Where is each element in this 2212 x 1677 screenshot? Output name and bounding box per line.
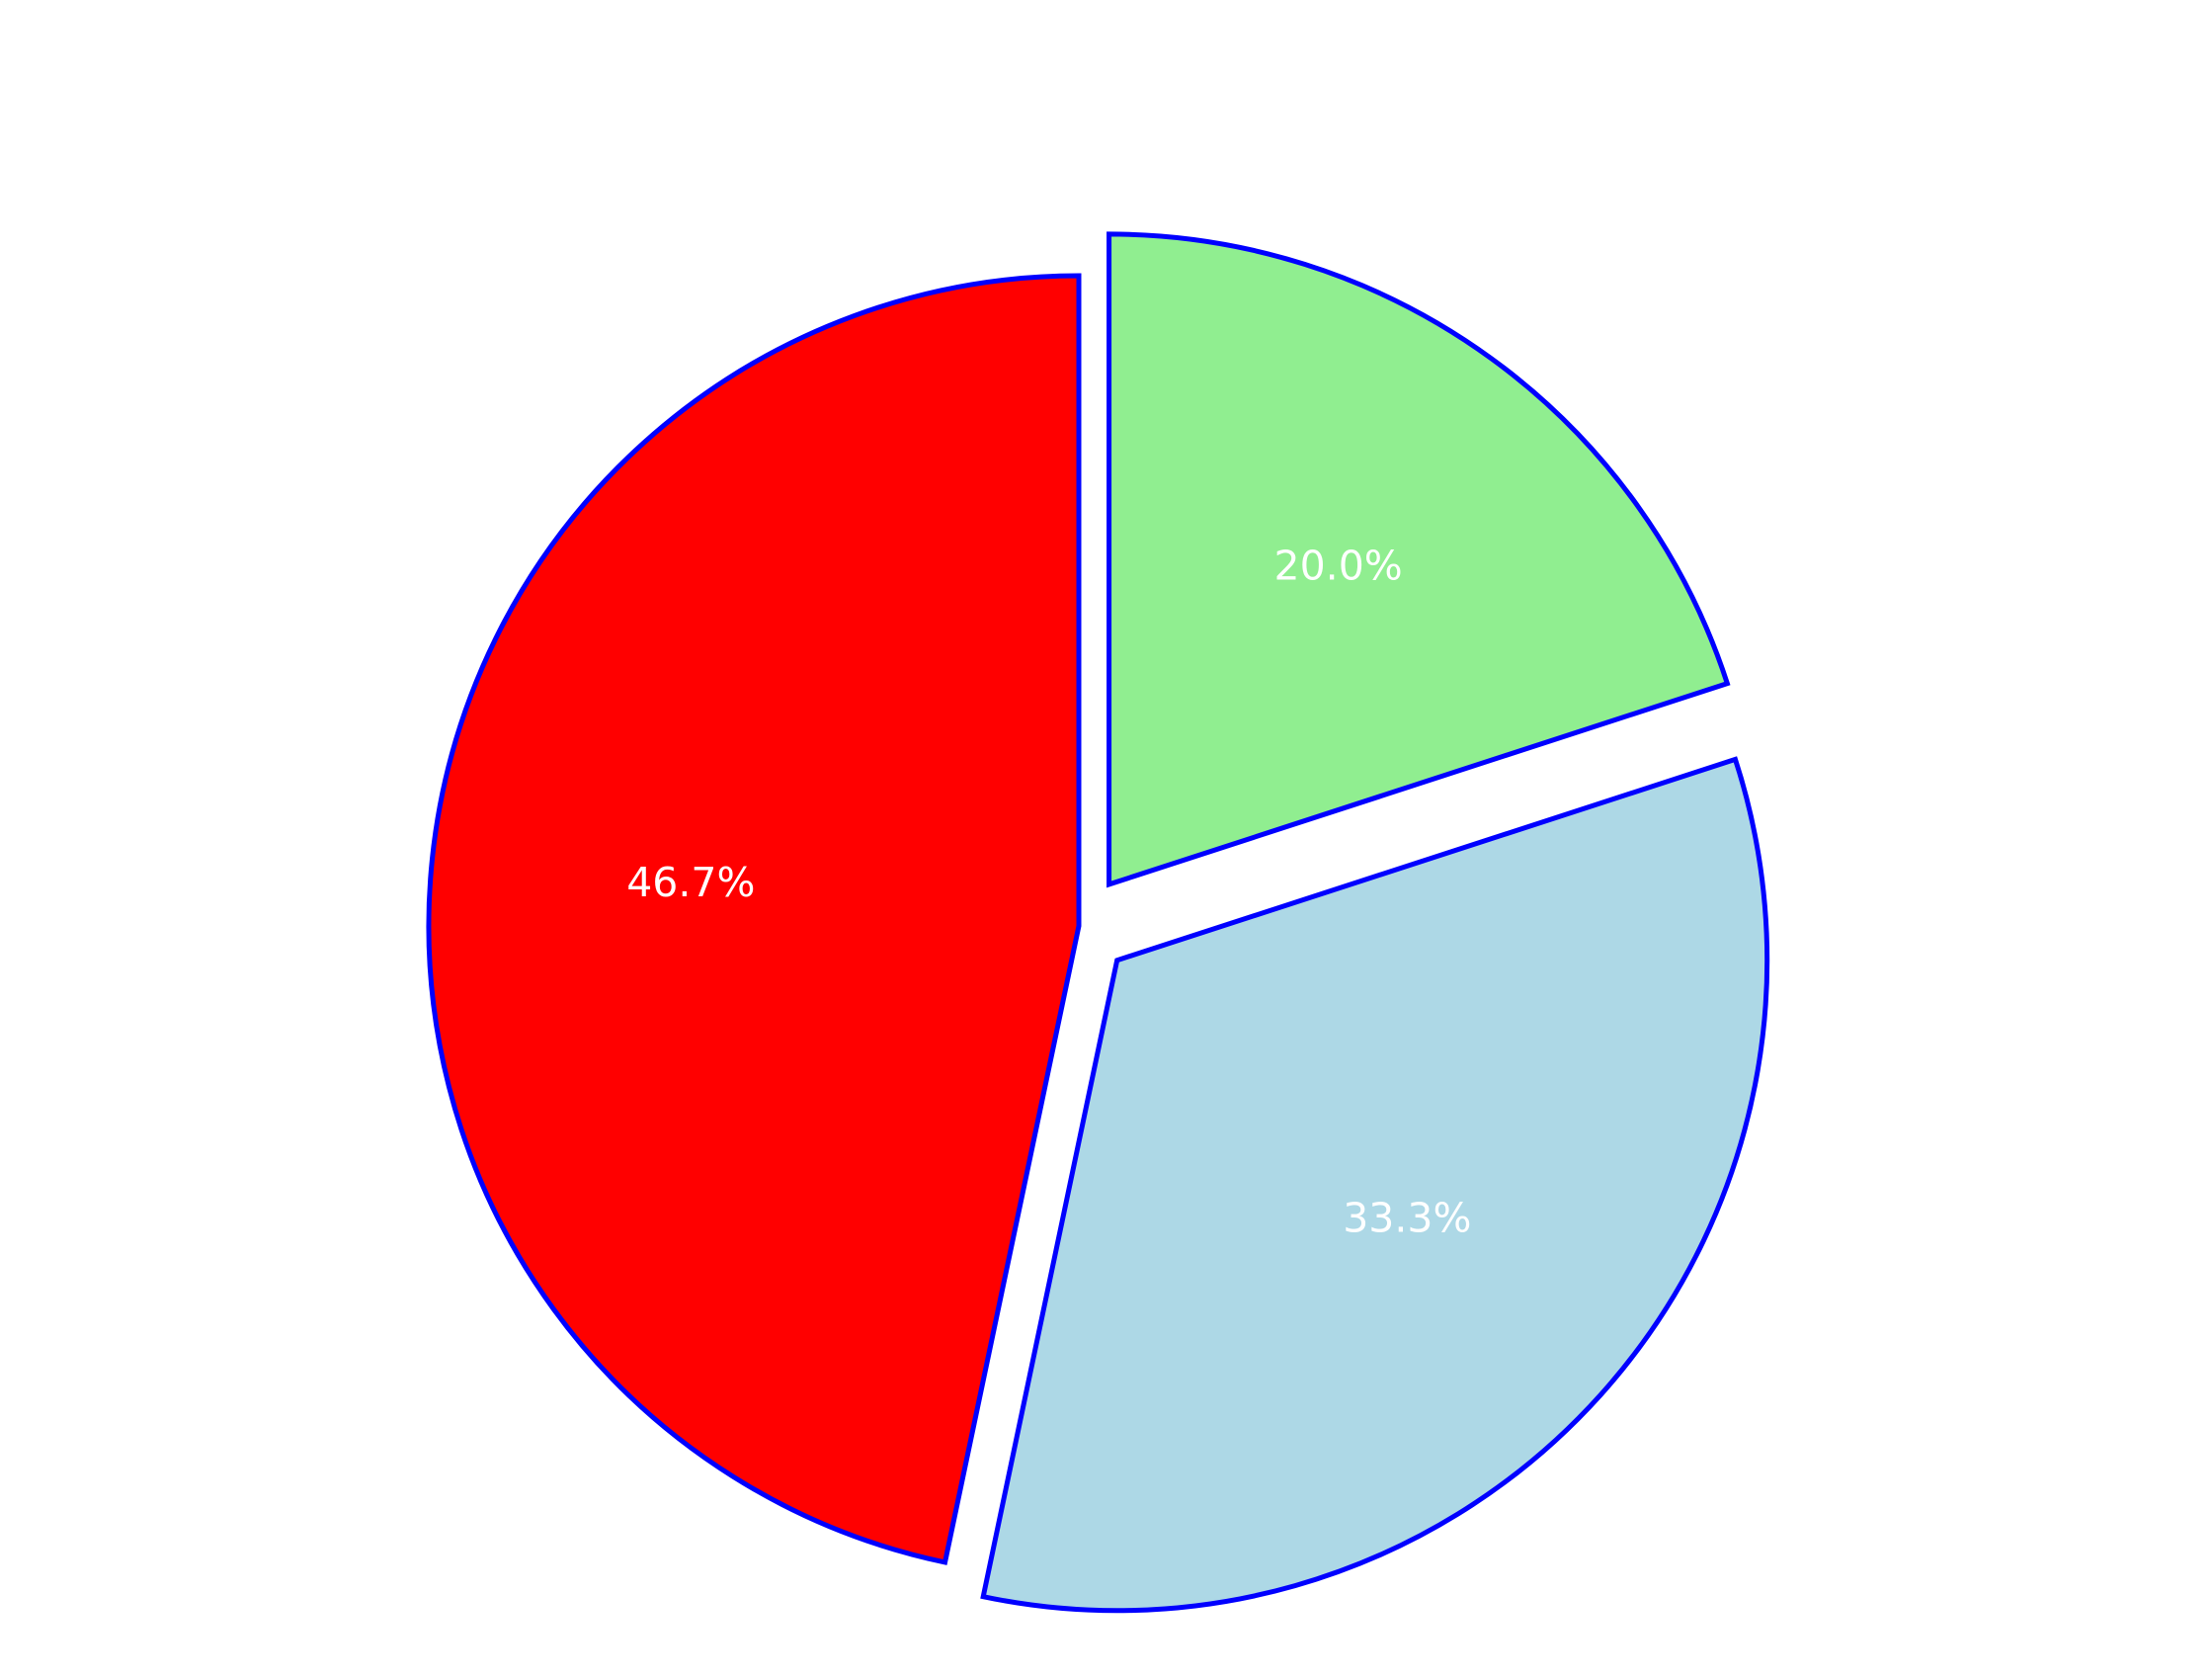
pie-slice-333 [980,756,1770,1614]
pie-slice-467 [426,273,1082,1565]
pie-slice-label: 46.7% [626,859,755,906]
labels-layer: 20.0% 33.3% 46.7% [626,543,1471,1242]
slices-layer [426,231,1770,1614]
pie-slice-200 [1106,231,1731,888]
pie-slice-label: 33.3% [1343,1195,1471,1242]
pie-slice-label: 20.0% [1273,543,1402,590]
